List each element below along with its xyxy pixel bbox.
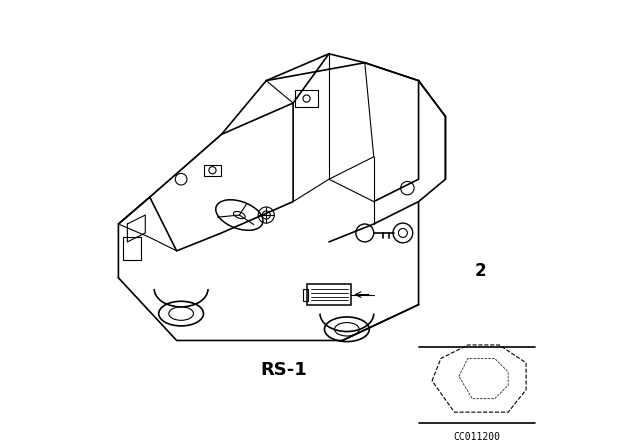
Bar — [303, 289, 308, 301]
Bar — [296, 90, 317, 107]
Bar — [307, 284, 351, 305]
Bar — [204, 165, 221, 176]
Text: RS-1: RS-1 — [260, 361, 308, 379]
Text: 2: 2 — [475, 262, 486, 280]
Text: CC011200: CC011200 — [453, 432, 500, 442]
